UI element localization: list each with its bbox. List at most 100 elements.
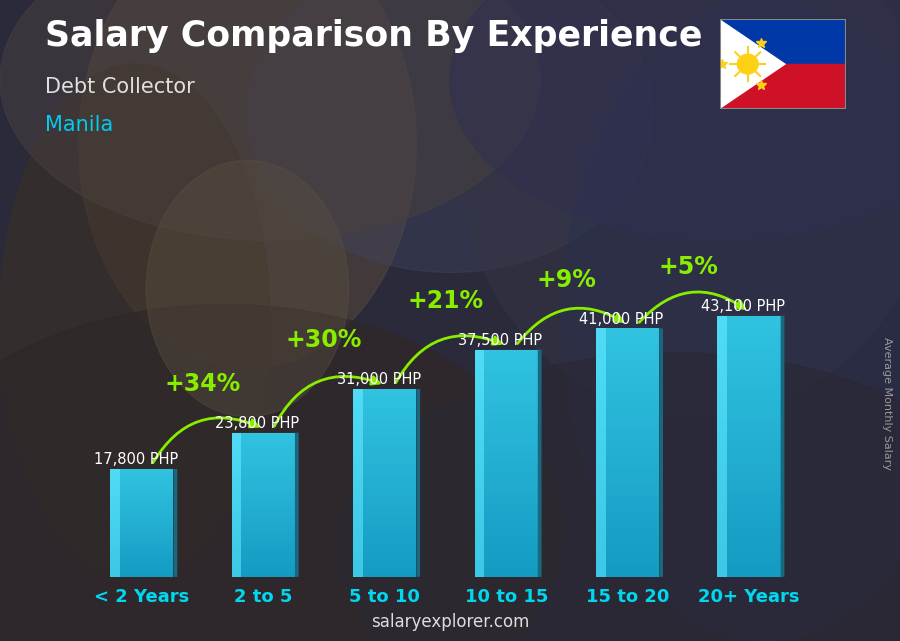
Bar [596, 524, 659, 527]
Bar [474, 435, 484, 438]
Bar [717, 365, 780, 368]
Bar [353, 454, 417, 457]
Bar [111, 560, 120, 561]
Bar [111, 562, 174, 563]
Bar [232, 573, 295, 575]
Bar [596, 478, 659, 481]
Bar [596, 437, 606, 440]
Bar [111, 495, 174, 496]
Bar [111, 483, 120, 484]
Bar [717, 518, 780, 521]
Bar [717, 319, 727, 322]
Bar [717, 460, 780, 463]
Bar [596, 338, 659, 341]
Bar [474, 458, 484, 460]
Bar [353, 499, 363, 502]
Bar [474, 364, 538, 367]
Bar [596, 363, 606, 366]
Bar [717, 374, 727, 378]
Bar [353, 546, 363, 549]
Bar [717, 427, 780, 430]
Bar [111, 529, 174, 531]
Bar [596, 444, 659, 446]
Bar [232, 440, 295, 442]
Bar [474, 571, 484, 574]
Bar [232, 453, 295, 454]
Bar [596, 490, 659, 493]
Bar [232, 541, 241, 543]
Bar [717, 345, 780, 348]
Bar [353, 460, 417, 462]
Bar [717, 479, 780, 482]
Bar [232, 506, 241, 508]
Bar [596, 372, 606, 375]
Bar [232, 463, 241, 465]
Bar [474, 432, 484, 435]
Bar [111, 546, 174, 547]
Bar [111, 527, 120, 528]
Bar [717, 437, 780, 440]
Bar [353, 447, 417, 450]
Text: 37,500 PHP: 37,500 PHP [458, 333, 542, 348]
Bar [111, 563, 174, 565]
Bar [596, 481, 659, 484]
Bar [111, 538, 120, 539]
Bar [717, 502, 727, 505]
Bar [353, 410, 417, 413]
Bar [474, 549, 538, 551]
Bar [353, 506, 417, 509]
Bar [596, 552, 606, 555]
Bar [474, 369, 538, 372]
Bar [111, 473, 174, 474]
Bar [353, 389, 417, 392]
Bar [474, 503, 538, 506]
Polygon shape [295, 433, 299, 577]
Bar [717, 413, 727, 417]
Bar [353, 434, 417, 436]
Bar [474, 406, 538, 410]
Bar [232, 490, 241, 492]
Bar [232, 467, 295, 469]
Bar [474, 410, 538, 412]
Bar [353, 476, 417, 478]
Bar [717, 463, 727, 466]
Bar [353, 511, 363, 513]
Bar [596, 558, 606, 562]
Bar [232, 499, 295, 501]
Bar [717, 345, 727, 348]
Bar [111, 511, 120, 512]
Bar [353, 403, 417, 406]
Bar [353, 544, 363, 546]
Bar [596, 543, 659, 546]
Bar [596, 565, 606, 567]
Bar [717, 499, 780, 502]
Bar [717, 362, 727, 365]
Bar [596, 490, 606, 493]
Bar [474, 551, 538, 554]
Bar [717, 384, 727, 388]
Bar [596, 453, 659, 456]
Bar [232, 541, 295, 543]
Bar [111, 492, 120, 494]
Bar [111, 507, 174, 508]
Bar [474, 367, 484, 369]
Bar [232, 481, 295, 483]
Bar [596, 422, 659, 425]
Bar [353, 481, 363, 483]
Bar [232, 559, 295, 561]
Bar [232, 517, 241, 519]
Bar [232, 487, 295, 488]
Bar [353, 420, 363, 422]
Bar [596, 524, 606, 527]
Bar [111, 566, 120, 567]
Bar [596, 415, 659, 419]
Bar [596, 453, 606, 456]
Bar [232, 485, 295, 487]
Bar [232, 519, 241, 521]
Bar [717, 561, 780, 564]
Bar [596, 397, 659, 400]
Bar [596, 527, 606, 530]
Bar [717, 485, 780, 488]
Bar [353, 525, 363, 528]
Bar [232, 438, 241, 440]
